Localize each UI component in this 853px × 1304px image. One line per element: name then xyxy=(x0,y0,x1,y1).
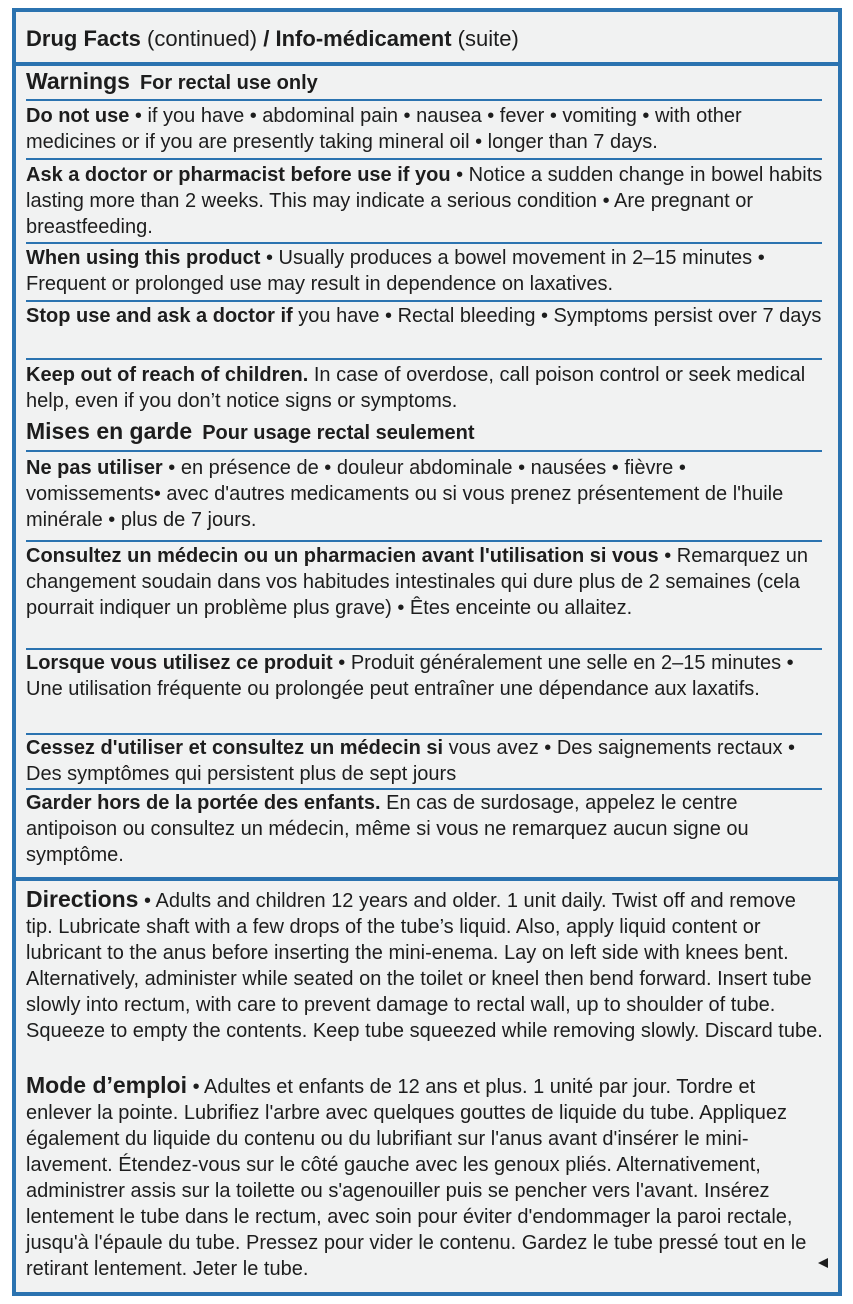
warning-item: Ne pas utiliser • en présence de • doule… xyxy=(26,455,824,533)
rule xyxy=(26,300,822,302)
warning-item: When using this product • Usually produc… xyxy=(26,245,824,297)
section-heading: Mises en garde Pour usage rectal seuleme… xyxy=(26,418,824,446)
item-text: • Remarquez un changement soudain dans v… xyxy=(26,545,808,619)
rule xyxy=(26,733,822,735)
heading: Warnings xyxy=(26,68,130,94)
header: Drug Facts (continued) / Info-médicament… xyxy=(26,26,824,52)
subheading: Pour usage rectal seulement xyxy=(202,422,475,444)
item-text: In case of overdose, call poison control… xyxy=(26,364,806,412)
rule xyxy=(26,648,822,650)
rule xyxy=(26,450,822,452)
item-lead: Keep out of reach of children. xyxy=(26,364,309,386)
directions: Directions • Adults and children 12 year… xyxy=(26,886,824,1044)
item-text: you have • Rectal bleeding • Symptoms pe… xyxy=(298,305,822,327)
drug-facts-panel: Drug Facts (continued) / Info-médicament… xyxy=(12,8,842,1296)
directions-text: • Adults and children 12 years and older… xyxy=(26,890,823,1042)
warning-item: Do not use • if you have • abdominal pai… xyxy=(26,103,824,155)
continue-arrow xyxy=(818,1258,828,1268)
warning-item: Cessez d'utiliser et consultez un médeci… xyxy=(26,735,824,787)
item-text: • en présence de • douleur abdominale • … xyxy=(26,457,784,531)
item-text: vous avez • Des saignements rectaux • De… xyxy=(26,737,796,785)
item-text: • Notice a sudden change in bowel habits… xyxy=(26,164,823,238)
rule xyxy=(26,358,822,360)
rule xyxy=(26,99,822,101)
rule xyxy=(26,540,822,542)
item-text: En cas de surdosage, appelez le centre a… xyxy=(26,792,749,866)
item-lead: Consultez un médecin ou un pharmacien av… xyxy=(26,545,659,567)
item-lead: Stop use and ask a doctor if xyxy=(26,305,293,327)
warning-item: Consultez un médecin ou un pharmacien av… xyxy=(26,543,824,621)
item-lead: Do not use xyxy=(26,105,130,127)
item-lead: Cessez d'utiliser et consultez un médeci… xyxy=(26,737,444,759)
item-lead: Garder hors de la portée des enfants. xyxy=(26,792,381,814)
mode-emploi: Mode d’emploi • Adultes et enfants de 12… xyxy=(26,1072,824,1282)
warning-item: Ask a doctor or pharmacist before use if… xyxy=(26,162,824,240)
rule xyxy=(26,242,822,244)
item-lead: Ask a doctor or pharmacist before use if… xyxy=(26,164,451,186)
title-fr-note: (suite) xyxy=(457,26,519,51)
warning-item: Lorsque vous utilisez ce produit • Produ… xyxy=(26,650,824,702)
directions-heading: Directions xyxy=(26,886,139,912)
item-text: • Produit généralement une selle en 2–15… xyxy=(26,652,794,700)
item-text: • Usually produces a bowel movement in 2… xyxy=(26,247,765,295)
title: Drug Facts xyxy=(26,26,141,51)
subheading: For rectal use only xyxy=(139,72,318,94)
heading: Mises en garde xyxy=(26,418,193,444)
mode-emploi-text: • Adultes et enfants de 12 ans et plus. … xyxy=(26,1076,807,1280)
mode-emploi-heading: Mode d’emploi xyxy=(26,1072,187,1098)
warning-item: Garder hors de la portée des enfants. En… xyxy=(26,790,824,868)
warning-item: Keep out of reach of children. In case o… xyxy=(26,362,824,414)
item-lead: When using this product xyxy=(26,247,261,269)
title-fr: Info-médicament xyxy=(275,26,452,51)
rule xyxy=(26,788,822,790)
item-lead: Ne pas utiliser xyxy=(26,457,163,479)
item-lead: Lorsque vous utilisez ce produit xyxy=(26,652,333,674)
divider xyxy=(16,877,838,881)
item-text: • if you have • abdominal pain • nausea … xyxy=(26,105,742,153)
divider xyxy=(16,62,838,66)
warning-item: Stop use and ask a doctor if you have • … xyxy=(26,303,824,329)
rule xyxy=(26,158,822,160)
section-heading: Warnings For rectal use only xyxy=(26,68,824,96)
separator: / xyxy=(263,26,270,51)
title-note: (continued) xyxy=(147,26,258,51)
